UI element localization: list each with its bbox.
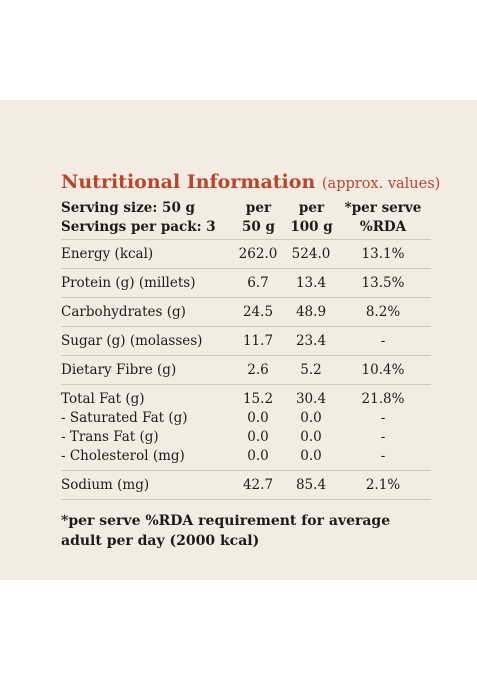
col2-line2: 100 g — [290, 219, 333, 235]
row-per100: 48.9 — [295, 304, 327, 320]
col2-line1: per — [298, 200, 325, 216]
fat-group-row: Total Fat (g) 15.2 30.4 21.8% - Saturate… — [61, 384, 431, 470]
row-per100: 524.0 — [291, 246, 331, 262]
row-label: Protein (g) (millets) — [61, 275, 196, 291]
row-per100: 0.0 — [300, 429, 322, 445]
serving-info: Serving size: 50 g Servings per pack: 3 — [61, 199, 216, 237]
row-rda: 8.2% — [365, 304, 401, 320]
row-rda: 21.8% — [361, 391, 405, 407]
row-label: Carbohydrates (g) — [61, 304, 186, 320]
row-per50: 262.0 — [238, 246, 278, 262]
table-row: Dietary Fibre (g) 2.6 5.2 10.4% — [61, 355, 431, 384]
row-label: Total Fat (g) — [61, 391, 145, 407]
row-label: - Saturated Fat (g) — [61, 410, 188, 426]
row-per50: 42.7 — [242, 477, 274, 493]
row-per100: 5.2 — [300, 362, 322, 378]
table-row: Sugar (g) (molasses) 11.7 23.4 - — [61, 326, 431, 355]
row-rda: 13.5% — [361, 275, 405, 291]
row-per100: 0.0 — [300, 448, 322, 464]
row-per50: 0.0 — [247, 410, 269, 426]
col3-line1: *per serve — [344, 200, 422, 216]
servings-per-pack: Servings per pack: 3 — [61, 219, 216, 235]
row-per50: 0.0 — [247, 429, 269, 445]
row-label: Energy (kcal) — [61, 246, 154, 262]
row-per50: 24.5 — [242, 304, 274, 320]
row-label: Dietary Fibre (g) — [61, 362, 177, 378]
row-rda: 10.4% — [361, 362, 405, 378]
table-row: Carbohydrates (g) 24.5 48.9 8.2% — [61, 297, 431, 326]
table-row: Protein (g) (millets) 6.7 13.4 13.5% — [61, 268, 431, 297]
serving-size: Serving size: 50 g — [61, 200, 195, 216]
col1-line2: 50 g — [242, 219, 275, 235]
col3-line2: %RDA — [359, 219, 407, 235]
row-rda: - — [380, 429, 386, 445]
table-header: Serving size: 50 g Servings per pack: 3 … — [61, 199, 431, 239]
row-per50: 11.7 — [242, 333, 274, 349]
col-rda-header: *per serve %RDA — [343, 199, 423, 237]
row-label: - Cholesterol (mg) — [61, 448, 185, 464]
row-per100: 85.4 — [295, 477, 327, 493]
title-text: Nutritional Information — [61, 171, 316, 193]
row-rda: - — [380, 333, 386, 349]
title-note: (approx. values) — [321, 176, 441, 192]
table-bottom-rule — [61, 499, 431, 500]
row-rda: - — [380, 410, 386, 426]
row-per50: 6.7 — [247, 275, 269, 291]
row-label: Sugar (g) (molasses) — [61, 333, 203, 349]
table-row: Sodium (mg) 42.7 85.4 2.1% — [61, 470, 431, 499]
nutrition-panel: Nutritional Information (approx. values)… — [0, 100, 477, 580]
row-per100: 0.0 — [300, 410, 322, 426]
table-row: Energy (kcal) 262.0 524.0 13.1% — [61, 239, 431, 268]
row-per100: 13.4 — [295, 275, 327, 291]
row-per50: 0.0 — [247, 448, 269, 464]
row-per50: 15.2 — [242, 391, 274, 407]
col-per-100g-header: per 100 g — [289, 199, 334, 237]
row-rda: 13.1% — [361, 246, 405, 262]
row-label: Sodium (mg) — [61, 477, 150, 493]
col-per-50g-header: per 50 g — [236, 199, 281, 237]
nutrition-content: Nutritional Information (approx. values)… — [61, 170, 440, 551]
row-rda: - — [380, 448, 386, 464]
nutrition-title: Nutritional Information (approx. values) — [61, 170, 440, 196]
footnote: *per serve %RDA requirement for average … — [61, 513, 391, 549]
row-rda: 2.1% — [365, 477, 401, 493]
row-label: - Trans Fat (g) — [61, 429, 159, 445]
row-per100: 23.4 — [295, 333, 327, 349]
col1-line1: per — [245, 200, 272, 216]
row-per50: 2.6 — [247, 362, 269, 378]
row-per100: 30.4 — [295, 391, 327, 407]
